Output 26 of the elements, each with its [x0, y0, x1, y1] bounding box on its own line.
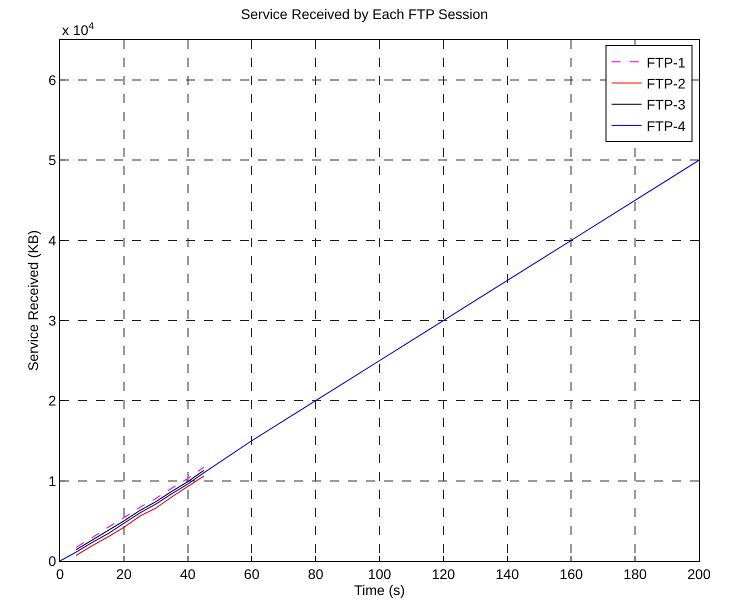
x-tick-label: 20: [116, 566, 132, 582]
x-tick-label: 140: [496, 566, 520, 582]
y-axis-title: Service Received (KB): [25, 230, 42, 371]
y-tick-label: 6: [48, 72, 56, 88]
chart-title: Service Received by Each FTP Session: [240, 6, 488, 22]
y-tick-label: 1: [48, 472, 56, 489]
legend-label: FTP-4: [646, 118, 686, 134]
x-axis-title: Time (s): [354, 582, 405, 598]
legend-label: FTP-3: [646, 96, 686, 113]
x-tick-label: 60: [244, 566, 260, 582]
x-tick-label: 40: [180, 566, 196, 582]
legend-label: FTP-1: [646, 54, 686, 70]
text: x 10$^{4}$: [62, 21, 94, 38]
x-tick-label: 200: [687, 566, 711, 582]
y-tick-label: 3: [48, 312, 56, 328]
y-tick-label: 0: [48, 552, 56, 569]
legend-label: FTP-2: [646, 75, 686, 92]
x-tick-label: 80: [308, 566, 324, 582]
y-tick-label: 2: [48, 392, 56, 409]
y-tick-label: 4: [48, 232, 56, 248]
x-tick-label: 120: [432, 566, 456, 582]
line-series: [60, 160, 699, 561]
x-tick-label: 180: [623, 566, 647, 582]
x-tick-label: 100: [368, 566, 392, 582]
y-tick-label: 5: [48, 152, 56, 168]
x-tick-label: 160: [560, 566, 584, 582]
